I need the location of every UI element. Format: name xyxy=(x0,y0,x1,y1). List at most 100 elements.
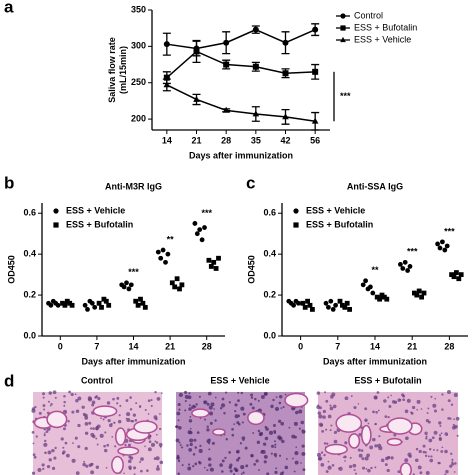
nucleus xyxy=(404,458,409,463)
marker xyxy=(323,300,329,306)
marker xyxy=(82,302,88,308)
nucleus xyxy=(187,395,192,400)
nucleus xyxy=(256,440,261,444)
nucleus xyxy=(301,429,304,432)
marker xyxy=(360,282,366,288)
nucleus xyxy=(37,467,42,473)
nucleus xyxy=(293,421,298,426)
nucleus xyxy=(31,471,36,475)
marker xyxy=(140,300,146,306)
image-label: Control xyxy=(81,375,113,385)
nucleus xyxy=(214,419,217,422)
nucleus xyxy=(374,423,377,426)
marker xyxy=(291,302,296,308)
nucleus xyxy=(333,439,338,444)
nucleus xyxy=(258,469,260,471)
marker xyxy=(133,298,139,304)
marker xyxy=(340,25,346,31)
x-tick-label: 7 xyxy=(94,341,99,351)
nucleus xyxy=(428,448,432,451)
nucleus xyxy=(189,416,192,418)
nucleus xyxy=(252,432,255,434)
nucleus xyxy=(132,413,137,417)
nucleus xyxy=(209,411,213,416)
marker xyxy=(340,36,346,43)
nucleus xyxy=(146,469,149,472)
nucleus xyxy=(208,405,213,410)
nucleus xyxy=(221,397,225,401)
nucleus xyxy=(268,430,274,435)
duct xyxy=(324,443,348,455)
nucleus xyxy=(155,441,159,444)
nucleus xyxy=(237,399,240,403)
duct xyxy=(114,427,127,446)
nucleus xyxy=(274,406,280,411)
x-tick-label: 14 xyxy=(370,341,380,351)
nucleus xyxy=(270,444,275,448)
nucleus xyxy=(253,463,257,466)
nucleus xyxy=(293,470,296,473)
nucleus xyxy=(177,472,180,475)
nucleus xyxy=(206,428,210,432)
nucleus xyxy=(430,455,433,458)
nucleus xyxy=(424,431,428,435)
marker xyxy=(330,307,336,312)
image-label: ESS + Bufotalin xyxy=(354,375,421,385)
nucleus xyxy=(264,436,269,441)
nucleus xyxy=(159,427,162,431)
nucleus xyxy=(402,398,406,402)
nucleus xyxy=(208,463,212,467)
nucleus xyxy=(402,394,406,398)
nucleus xyxy=(64,441,68,445)
nucleus xyxy=(316,452,322,457)
nucleus xyxy=(244,446,248,450)
nucleus xyxy=(317,411,321,415)
nucleus xyxy=(31,431,35,434)
y-tick-label: 0.4 xyxy=(263,249,276,259)
nucleus xyxy=(94,396,97,399)
nucleus xyxy=(84,416,89,420)
marker xyxy=(53,208,59,214)
nucleus xyxy=(188,448,193,452)
nucleus xyxy=(440,432,443,435)
nucleus xyxy=(390,394,392,397)
nucleus xyxy=(273,452,278,457)
nucleus xyxy=(106,401,111,405)
nucleus xyxy=(179,444,182,446)
nucleus xyxy=(327,414,332,419)
nucleus xyxy=(427,455,430,458)
x-tick-label: 7 xyxy=(335,341,340,351)
nucleus xyxy=(380,458,385,463)
nucleus xyxy=(327,465,332,470)
nucleus xyxy=(177,459,181,463)
nucleus xyxy=(154,440,157,443)
nucleus xyxy=(360,449,364,452)
nucleus xyxy=(95,465,100,469)
nucleus xyxy=(325,470,329,473)
nucleus xyxy=(237,391,240,394)
nucleus xyxy=(128,465,132,469)
marker xyxy=(126,286,132,292)
nucleus xyxy=(91,400,96,405)
marker xyxy=(296,300,301,306)
marker xyxy=(213,266,219,271)
nucleus xyxy=(231,433,235,437)
nucleus xyxy=(192,465,195,468)
nucleus xyxy=(129,456,134,460)
nucleus xyxy=(236,458,240,462)
marker xyxy=(305,298,310,304)
nucleus xyxy=(301,451,306,456)
nucleus xyxy=(91,403,95,407)
marker xyxy=(92,304,98,310)
nucleus xyxy=(453,392,458,398)
nucleus xyxy=(240,465,245,470)
nucleus xyxy=(140,469,143,473)
nucleus xyxy=(198,461,202,465)
nucleus xyxy=(228,401,232,404)
nucleus xyxy=(150,404,153,407)
marker xyxy=(138,296,143,302)
nucleus xyxy=(159,460,164,465)
nucleus xyxy=(31,408,36,413)
y-tick-label: 0.2 xyxy=(263,289,276,299)
x-tick-label: 28 xyxy=(221,135,231,145)
